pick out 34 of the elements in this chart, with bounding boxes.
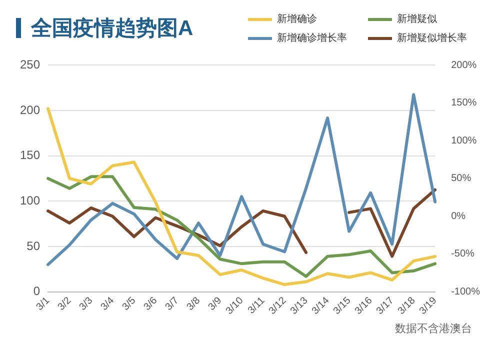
- y2-tick-label: 150%: [451, 98, 477, 109]
- x-tick-label: 3/19: [418, 294, 440, 317]
- text: 数据不含港澳台: [395, 322, 472, 336]
- x-tick-label: 3/9: [206, 294, 224, 313]
- x-tick-label: 3/12: [267, 294, 289, 317]
- y-tick-label: 100: [20, 193, 40, 208]
- chart-title: 全国疫情趋势图A: [31, 16, 194, 42]
- x-tick-label: 3/14: [310, 294, 332, 317]
- x-tick-label: 3/3: [77, 294, 96, 313]
- y2-tick-label: -50%: [451, 248, 475, 260]
- x-tick-label: 3/11: [246, 294, 268, 316]
- x-tick-label: 3/16: [353, 294, 375, 317]
- legend-label: 新增确诊: [277, 12, 317, 26]
- legend-label: 新增疑似增长率: [397, 32, 467, 45]
- y-tick-label: 250: [20, 58, 40, 72]
- y-tick-label: 150: [20, 148, 40, 162]
- x-tick-label: 3/7: [164, 294, 182, 313]
- x-tick-label: 3/5: [120, 294, 138, 313]
- x-tick-label: 3/4: [98, 294, 117, 313]
- y2-tick-label: 200%: [451, 60, 477, 71]
- x-tick-label: 3/6: [142, 294, 160, 313]
- legend-label: 新增疑似: [397, 12, 437, 26]
- y2-tick-label: 0%: [451, 210, 466, 222]
- x-tick-label: 3/18: [396, 294, 418, 317]
- x-tick-label: 3/10: [224, 294, 246, 317]
- y-tick-label: 50: [26, 238, 40, 253]
- y2-tick-label: 50%: [451, 173, 472, 184]
- y-tick-label: 200: [20, 102, 40, 117]
- y2-tick-label: -100%: [451, 286, 480, 298]
- x-tick-label: 3/13: [288, 294, 310, 317]
- x-tick-label: 3/2: [56, 294, 74, 313]
- x-tick-label: 3/8: [185, 294, 203, 313]
- legend-label: 新增确诊增长率: [277, 32, 347, 45]
- y2-tick-label: 100%: [451, 135, 477, 146]
